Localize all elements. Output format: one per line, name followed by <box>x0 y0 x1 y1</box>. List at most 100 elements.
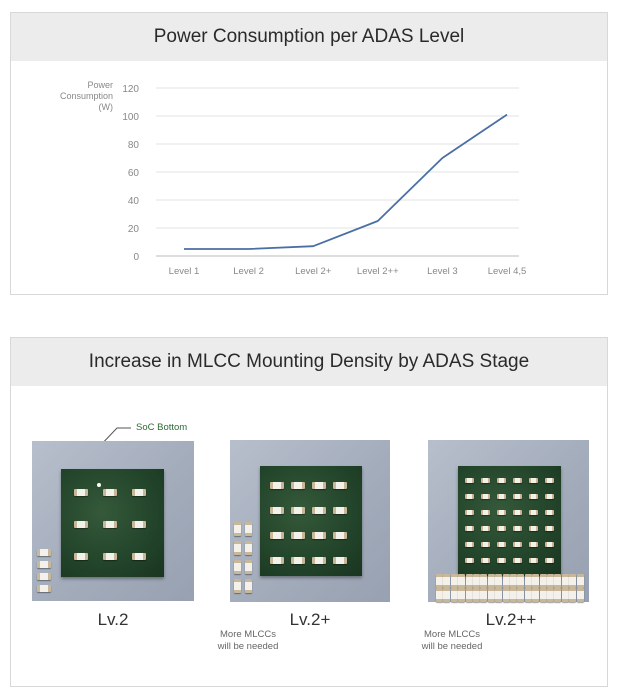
mlcc-on-soc <box>74 489 88 496</box>
mlcc-on-soc <box>465 542 474 547</box>
mlcc-side <box>37 585 51 592</box>
y-axis-label-line: Consumption <box>60 91 113 101</box>
mlcc-on-soc <box>291 507 305 514</box>
mlcc-side <box>37 549 51 556</box>
mlcc-side <box>436 574 443 588</box>
x-tick-label: Level 2++ <box>357 266 399 277</box>
mlcc-on-soc <box>545 526 554 531</box>
note-line-1: More MLCCs <box>220 629 276 640</box>
note-line-1: More MLCCs <box>424 629 480 640</box>
mlcc-side <box>495 588 503 602</box>
mlcc-side <box>473 574 480 588</box>
mlcc-side <box>245 522 252 536</box>
mlcc-on-soc <box>103 553 117 560</box>
stage-label-lv2plusplus: Lv.2++ <box>485 610 537 629</box>
mlcc-on-soc <box>74 553 88 560</box>
y-tick-label: 100 <box>122 112 139 123</box>
mlcc-side <box>234 522 241 536</box>
mlcc-on-soc <box>465 510 474 515</box>
mlcc-side <box>569 588 577 602</box>
mlcc-on-soc <box>545 542 554 547</box>
mlcc-side <box>443 574 451 588</box>
mlcc-on-soc <box>481 558 490 563</box>
mlcc-on-soc <box>132 489 146 496</box>
note-line-2: will be needed <box>217 641 279 652</box>
mlcc-side <box>561 588 569 602</box>
mlcc-side <box>539 588 547 602</box>
x-tick-label: Level 4,5 <box>488 266 527 277</box>
mlcc-on-soc <box>481 478 490 483</box>
mlcc-on-soc <box>513 526 522 531</box>
mlcc-on-soc <box>465 558 474 563</box>
mlcc-on-soc <box>481 494 490 499</box>
mlcc-side <box>458 588 466 602</box>
soc-chip-lv2 <box>61 469 164 577</box>
mlcc-on-soc <box>333 482 347 489</box>
chart-title: Power Consumption per ADAS Level <box>11 13 607 61</box>
mlcc-side <box>517 574 525 588</box>
mlcc-side <box>436 588 443 602</box>
note-lv2plus: More MLCCs will be needed <box>207 629 289 653</box>
series-power <box>184 113 508 250</box>
mlcc-side <box>480 574 488 588</box>
y-tick-label: 20 <box>128 224 140 235</box>
mlcc-on-soc <box>545 478 554 483</box>
grid-lines <box>156 87 519 257</box>
mlcc-on-soc <box>513 494 522 499</box>
series-line <box>184 113 508 250</box>
mlcc-on-soc <box>513 558 522 563</box>
mlcc-on-soc <box>481 542 490 547</box>
mlcc-side <box>524 574 532 588</box>
mlcc-side <box>245 579 252 593</box>
mlcc-side <box>495 574 503 588</box>
mlcc-on-soc <box>333 532 347 539</box>
x-tick-label: Level 3 <box>427 266 458 277</box>
mlcc-side <box>234 541 241 555</box>
mlcc-side <box>524 588 532 602</box>
mlcc-on-soc <box>545 558 554 563</box>
mlcc-on-soc <box>465 494 474 499</box>
mlcc-on-soc <box>291 482 305 489</box>
soc-chip-lv2plusplus <box>458 466 561 576</box>
mlcc-side <box>465 588 473 602</box>
mlcc-on-soc <box>312 482 326 489</box>
mlcc-on-soc <box>481 510 490 515</box>
mlcc-on-soc <box>132 553 146 560</box>
mlcc-on-soc <box>312 532 326 539</box>
mlcc-side <box>487 574 495 588</box>
stage-label-lv2plus: Lv.2+ <box>289 610 331 629</box>
x-tick-label: Level 1 <box>169 266 200 277</box>
mlcc-on-soc <box>497 510 506 515</box>
x-tick-label: Level 2 <box>233 266 264 277</box>
power-chart-panel: Power Consumption per ADAS Level Power Co… <box>10 12 608 295</box>
mlcc-on-soc <box>513 510 522 515</box>
mlcc-side <box>37 561 51 568</box>
pcb-board-lv2plusplus <box>428 440 589 602</box>
mlcc-on-soc <box>312 507 326 514</box>
mlcc-on-soc <box>270 557 284 564</box>
mlcc-side <box>576 574 584 588</box>
y-tick-labels: 0 20 40 60 80 100 120 <box>122 84 139 263</box>
mlcc-side <box>547 574 554 588</box>
mlcc-on-soc <box>74 521 88 528</box>
mlcc-on-soc <box>545 510 554 515</box>
mlcc-on-soc <box>481 526 490 531</box>
x-tick-label: Level 2+ <box>295 266 332 277</box>
soc-bottom-callout: SoC Bottom <box>136 422 188 433</box>
mlcc-side <box>37 573 51 580</box>
mlcc-on-soc <box>529 494 538 499</box>
soc-bottom-dot <box>97 483 101 487</box>
mlcc-side <box>502 574 510 588</box>
mlcc-side <box>532 574 540 588</box>
mlcc-side <box>547 588 554 602</box>
stage-label-lv2: Lv.2 <box>97 610 129 629</box>
mlcc-on-soc <box>529 526 538 531</box>
mlcc-on-soc <box>545 494 554 499</box>
y-tick-label: 0 <box>133 252 139 263</box>
mlcc-on-soc <box>497 526 506 531</box>
y-tick-label: 120 <box>122 84 139 95</box>
soc-chip-lv2plus <box>260 466 362 576</box>
mlcc-side <box>554 588 562 602</box>
y-tick-label: 60 <box>128 168 140 179</box>
